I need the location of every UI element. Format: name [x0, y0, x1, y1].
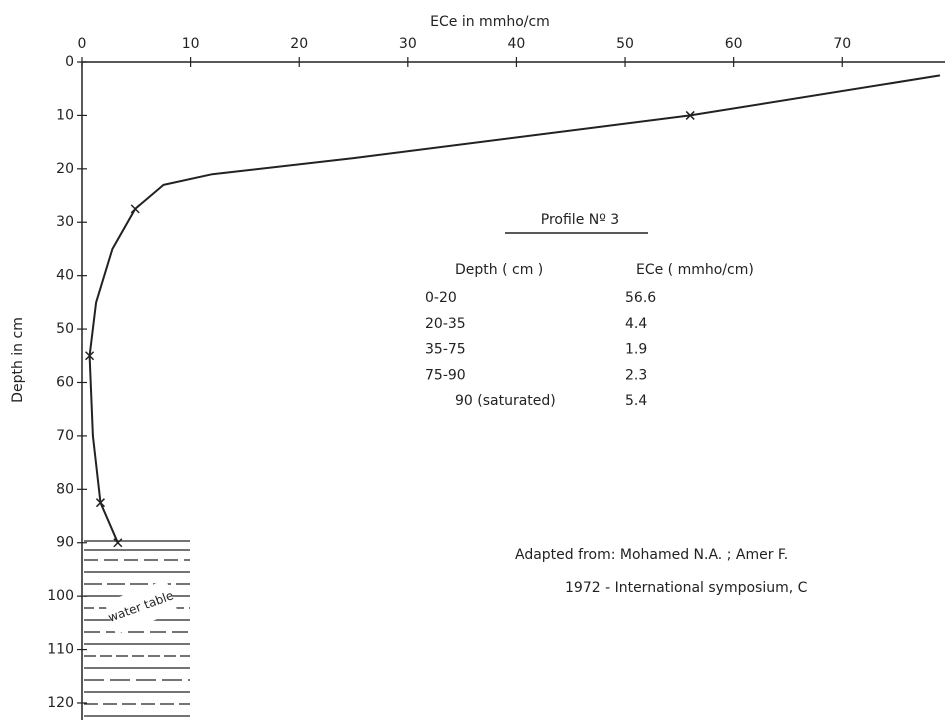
table-cell: 2.3: [625, 367, 647, 383]
y-tick-label: 60: [56, 374, 74, 390]
y-tick-label: 110: [47, 642, 74, 658]
profile-curve: [90, 75, 940, 542]
y-tick-label: 80: [56, 481, 74, 497]
y-tick-label: 40: [56, 268, 74, 284]
table-cell: 75-90: [425, 367, 466, 383]
table-header: ECe ( mmho/cm): [636, 262, 754, 278]
marker: [114, 539, 122, 547]
y-axis-title: Depth in cm: [10, 317, 26, 403]
table-header: Depth ( cm ): [455, 262, 543, 278]
table-cell: 5.4: [625, 393, 647, 409]
table-cell: 35-75: [425, 342, 466, 358]
annotation: 1972 - International symposium, C: [565, 580, 808, 596]
x-tick-label: 60: [725, 36, 743, 52]
y-tick-label: 20: [56, 161, 74, 177]
table-cell: 1.9: [625, 342, 647, 358]
table-title: Profile Nº 3: [541, 212, 619, 228]
water-table-hatch: [84, 541, 190, 716]
x-tick-label: 40: [508, 36, 526, 52]
y-tick-label: 90: [56, 535, 74, 551]
table-cell: 4.4: [625, 316, 647, 332]
x-tick-label: 30: [399, 36, 417, 52]
y-tick-label: 10: [56, 107, 74, 123]
chart: ECe in mmho/cm Depth in cm water table P…: [0, 0, 945, 720]
y-tick-label: 120: [47, 695, 74, 711]
y-tick-label: 50: [56, 321, 74, 337]
x-axis-title: ECe in mmho/cm: [430, 14, 550, 30]
table-cell: 56.6: [625, 290, 656, 306]
table-cell: 20-35: [425, 316, 466, 332]
x-tick-label: 50: [616, 36, 634, 52]
table-cell: 90 (saturated): [455, 393, 556, 409]
x-tick-label: 0: [78, 36, 87, 52]
x-tick-label: 10: [182, 36, 200, 52]
y-tick-label: 0: [65, 54, 74, 70]
marker: [131, 205, 139, 213]
x-tick-label: 70: [833, 36, 851, 52]
annotation: Adapted from: Mohamed N.A. ; Amer F.: [515, 547, 788, 563]
x-tick-label: 20: [290, 36, 308, 52]
table-cell: 0-20: [425, 290, 457, 306]
y-tick-label: 30: [56, 214, 74, 230]
y-tick-label: 70: [56, 428, 74, 444]
y-tick-label: 100: [47, 588, 74, 604]
